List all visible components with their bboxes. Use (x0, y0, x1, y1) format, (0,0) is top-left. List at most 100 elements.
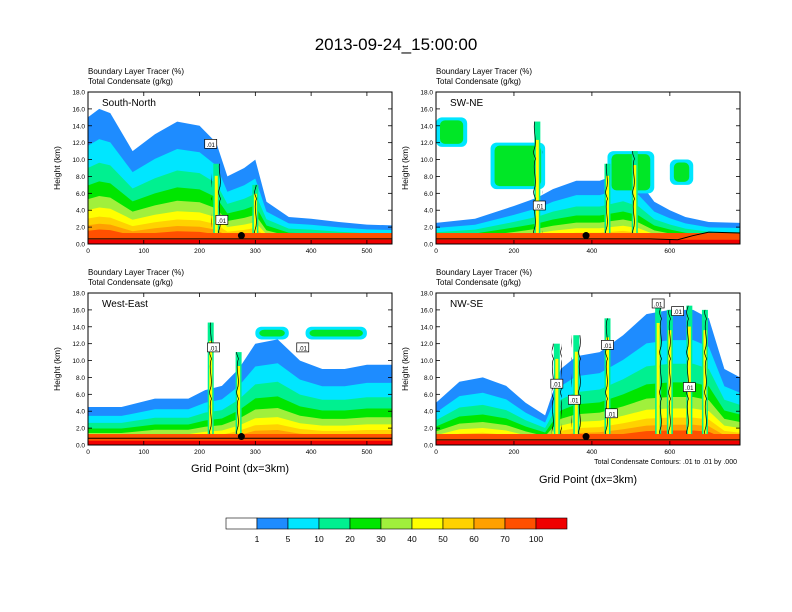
x-tick-label: 400 (586, 449, 597, 456)
panel-name: NW-SE (450, 299, 483, 310)
y-tick-label: 12.0 (420, 140, 433, 147)
y-tick-label: 0.0 (76, 242, 85, 249)
x-tick-label: 0 (434, 449, 438, 456)
y-tick-label: 6.0 (76, 392, 85, 399)
tracer-field (88, 322, 392, 445)
y-tick-label: 10.0 (420, 157, 433, 164)
upper-cloud-core (673, 162, 690, 182)
colorbar-swatch (535, 517, 568, 530)
colorbar-label: 30 (376, 534, 386, 544)
y-tick-label: 12.0 (420, 341, 433, 348)
contour-label: .01 (215, 215, 229, 225)
upper-cloud-core (440, 120, 464, 144)
x-tick-label: 0 (434, 248, 438, 255)
contour-label: .01 (605, 408, 618, 419)
panel-header-line2: Total Condensate (g/kg) (436, 278, 521, 287)
contour-label: .01 (651, 298, 665, 309)
y-tick-label: 2.0 (424, 426, 433, 433)
panel-header-line2: Total Condensate (g/kg) (436, 77, 521, 86)
condensate-contour (250, 184, 261, 244)
panel-south-north: .01 .01 South-North Boundary Layer Tracer (… (52, 67, 393, 255)
upper-cloud-core (494, 145, 542, 187)
y-tick-label: 16.0 (72, 106, 85, 113)
panel-header-line1: Boundary Layer Tracer (%) (88, 268, 184, 277)
y-tick-label: 16.0 (72, 307, 85, 314)
colorbar-swatch (380, 517, 413, 530)
colorbar-swatch (225, 517, 258, 530)
x-tick-label: 200 (194, 449, 205, 456)
colorbar-swatch (473, 517, 506, 530)
contour-label-box (651, 298, 665, 309)
y-tick-label: 18.0 (420, 90, 433, 97)
contour-label-box (682, 382, 696, 392)
x-tick-label: 600 (664, 449, 675, 456)
panels: .01 .01 South-North Boundary Layer Tracer (… (52, 67, 741, 456)
colorbar-label: 100 (529, 534, 543, 544)
y-tick-label: 0.0 (424, 443, 433, 450)
x-tick-label: 300 (250, 248, 261, 255)
y-tick-label: 18.0 (72, 291, 85, 298)
contour-label-text: .01 (654, 302, 663, 308)
colorbar-label: 5 (286, 534, 291, 544)
location-marker (582, 232, 590, 240)
condensate-contour (602, 163, 613, 244)
colorbar-swatch (287, 517, 320, 530)
location-marker (237, 433, 245, 441)
contour-label-text: .01 (673, 310, 682, 316)
contour-label-text: .01 (603, 344, 612, 350)
contour-label-text: .01 (685, 386, 694, 392)
surface-layer-core (436, 239, 740, 244)
colorbar-swatch (256, 517, 289, 530)
x-tick-label: 100 (138, 248, 149, 255)
colorbar-swatch (442, 517, 475, 530)
y-tick-label: 6.0 (424, 392, 433, 399)
colorbar-swatch (318, 517, 351, 530)
colorbar-label: 20 (345, 534, 355, 544)
colorbar-label: 40 (407, 534, 417, 544)
x-tick-label: 400 (586, 248, 597, 255)
y-tick-label: 2.0 (76, 225, 85, 232)
contour-label: .01 (532, 200, 546, 211)
panel-name: West-East (102, 299, 148, 310)
y-tick-label: 14.0 (72, 123, 85, 130)
colorbar-label: 70 (500, 534, 510, 544)
y-tick-label: 10.0 (72, 157, 85, 164)
tracer-field (436, 117, 740, 244)
condensate-contour (664, 309, 675, 445)
colorbar-label: 1 (255, 534, 260, 544)
tracer-field (436, 301, 740, 445)
figure-title: 2013-09-24_15:00:00 (315, 35, 478, 54)
condensate-contour (233, 352, 244, 445)
y-tick-label: 2.0 (424, 225, 433, 232)
panel-name: SW-NE (450, 98, 483, 109)
x-tick-label: 500 (361, 248, 372, 255)
location-marker (237, 232, 245, 240)
x-tick-label: 300 (250, 449, 261, 456)
plot-frame (435, 91, 741, 245)
contour-label-text: .01 (553, 383, 562, 389)
contour-label-text: .01 (207, 143, 216, 149)
y-tick-label: 4.0 (76, 208, 85, 215)
contour-label-text: .01 (570, 399, 579, 405)
y-axis-label: Height (km) (52, 146, 62, 190)
contour-label-text: .01 (607, 412, 616, 418)
y-tick-label: 8.0 (76, 375, 85, 382)
plot-frame (87, 292, 393, 446)
panel-header-line1: Boundary Layer Tracer (%) (88, 67, 184, 76)
y-tick-label: 10.0 (420, 358, 433, 365)
y-tick-label: 18.0 (72, 90, 85, 97)
surface-line (436, 231, 740, 241)
contour-label-text: .01 (299, 346, 308, 352)
x-tick-label: 0 (86, 449, 90, 456)
y-tick-label: 14.0 (420, 123, 433, 130)
contour-label-text: .01 (218, 219, 227, 225)
tracer-field (88, 108, 392, 244)
y-tick-label: 10.0 (72, 358, 85, 365)
x-tick-label: 500 (361, 449, 372, 456)
upper-cloud-core (259, 329, 285, 337)
colorbar: 1 5 10 20 30 40 50 60 70 100 (225, 517, 568, 544)
y-tick-label: 14.0 (420, 324, 433, 331)
contour-label-box (605, 408, 618, 419)
panel-header-line1: Boundary Layer Tracer (%) (436, 268, 532, 277)
